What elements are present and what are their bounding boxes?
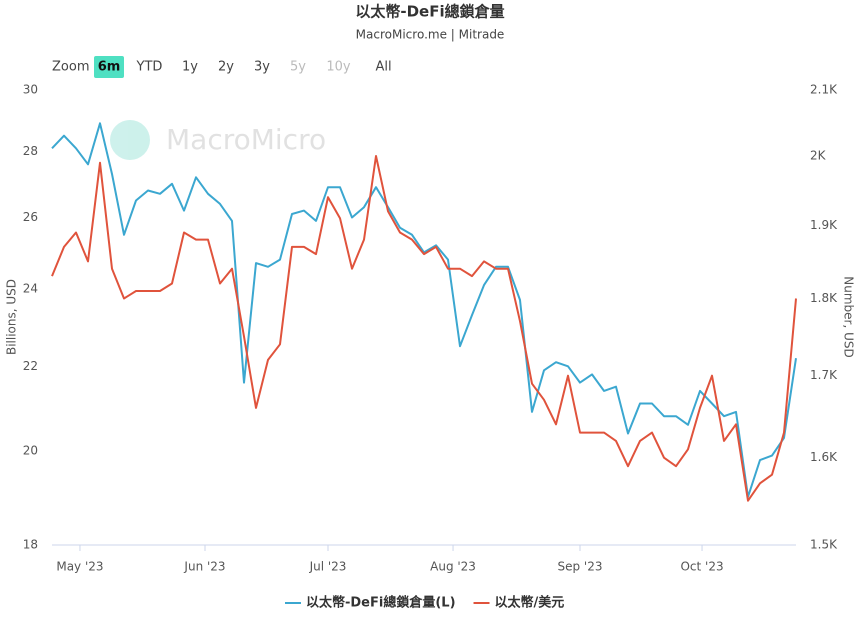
range-button[interactable]: YTD	[136, 60, 163, 75]
watermark: MacroMicro	[110, 120, 326, 160]
y-axis-title: Billions, USD	[5, 279, 19, 355]
range-button[interactable]: All	[375, 60, 391, 75]
legend-label[interactable]: 以太幣-DeFi總鎖倉量(L)	[306, 595, 456, 611]
x-tick-label: May '23	[56, 560, 103, 574]
y-tick-label: 24	[23, 281, 38, 295]
range-button[interactable]: 2y	[218, 60, 234, 75]
y2-axis-title: Number, USD	[842, 276, 856, 357]
chart-title: 以太幣-DeFi總鎖倉量	[355, 3, 504, 21]
y2-tick-label: 1.7K	[810, 368, 838, 382]
zoom-label: Zoom	[52, 60, 89, 75]
x-tick-label: Oct '23	[680, 560, 723, 574]
y-tick-label: 22	[23, 359, 38, 373]
x-tick-label: Sep '23	[558, 560, 603, 574]
series-line	[51, 122, 797, 498]
y2-tick-label: 1.8K	[810, 291, 838, 305]
y-tick-label: 26	[23, 210, 38, 224]
range-button-bg	[94, 56, 124, 78]
range-button: 5y	[290, 60, 306, 75]
y2-tick-label: 2K	[810, 148, 827, 162]
range-button[interactable]: 6m	[98, 60, 121, 75]
x-tick-label: Aug '23	[430, 560, 476, 574]
y2-tick-label: 1.6K	[810, 450, 838, 464]
y-tick-label: 28	[23, 144, 38, 158]
range-button: 10y	[326, 60, 351, 75]
range-button[interactable]: 3y	[254, 60, 270, 75]
legend-label[interactable]: 以太幣/美元	[495, 595, 565, 611]
x-tick-label: Jul '23	[309, 560, 347, 574]
x-tick-label: Jun '23	[183, 560, 225, 574]
range-button[interactable]: 1y	[182, 60, 198, 75]
y-tick-label: 20	[23, 444, 38, 458]
y2-tick-label: 1.5K	[810, 538, 838, 552]
y-tick-label: 18	[23, 538, 38, 552]
y2-tick-label: 2.1K	[810, 83, 838, 97]
chart-subtitle: MacroMicro.me | Mitrade	[356, 28, 505, 42]
y2-tick-label: 1.9K	[810, 218, 838, 232]
series-line	[51, 155, 797, 502]
y-tick-label: 30	[23, 83, 38, 97]
watermark-text: MacroMicro	[166, 123, 326, 156]
